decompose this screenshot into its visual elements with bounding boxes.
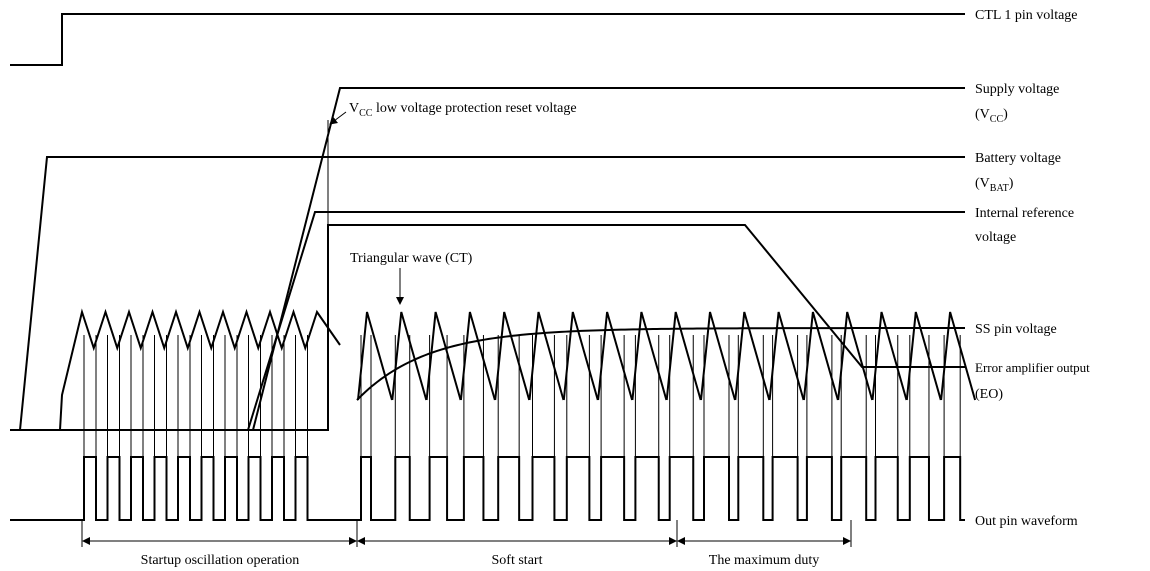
battery-label: Battery voltage bbox=[975, 151, 1061, 166]
reset-arrow bbox=[329, 111, 347, 125]
triangular-wave bbox=[837, 311, 874, 401]
eo-label: Error amplifier output bbox=[975, 360, 1090, 375]
out-label: Out pin waveform bbox=[975, 514, 1078, 529]
supply-sub-label: (VCC) bbox=[975, 107, 1008, 125]
internal-ref-label: Internal reference bbox=[975, 206, 1074, 221]
triangular-wave bbox=[734, 311, 771, 401]
triangular-wave bbox=[494, 311, 531, 401]
eo-label-2: (EO) bbox=[975, 387, 1003, 402]
ctl1-label: CTL 1 pin voltage bbox=[975, 8, 1078, 23]
triangular-wave bbox=[802, 311, 839, 401]
ss-label: SS pin voltage bbox=[975, 322, 1057, 337]
triangular-wave bbox=[631, 311, 668, 401]
phase-label: The maximum duty bbox=[709, 553, 819, 568]
triangular-wave bbox=[562, 311, 599, 401]
triangular-wave bbox=[425, 311, 462, 401]
battery-wave bbox=[10, 156, 965, 431]
triangular-wave bbox=[357, 311, 393, 401]
phase-label: Startup oscillation operation bbox=[141, 553, 300, 568]
triangular-wave bbox=[597, 311, 634, 401]
internal-ref-label-2: voltage bbox=[975, 230, 1016, 245]
supply-label: Supply voltage bbox=[975, 82, 1059, 97]
triangular-wave bbox=[528, 311, 565, 401]
eo-wave bbox=[10, 224, 965, 431]
ss-wave-bold bbox=[356, 327, 966, 401]
out-wave bbox=[10, 456, 965, 521]
vcc-reset-annotation: VCC low voltage protection reset voltage bbox=[349, 101, 577, 119]
triangular-wave bbox=[665, 311, 702, 401]
triangular-wave-startup bbox=[59, 308, 341, 431]
ctl1-wave bbox=[10, 13, 965, 66]
internal-ref-wave bbox=[247, 211, 965, 431]
triangular-wave bbox=[459, 311, 496, 401]
triangular-wave bbox=[768, 311, 805, 401]
triangular-annotation: Triangular wave (CT) bbox=[350, 251, 473, 266]
triangular-wave bbox=[871, 311, 908, 401]
triangular-wave bbox=[700, 311, 736, 401]
phase-label: Soft start bbox=[492, 553, 543, 568]
triangular-wave bbox=[940, 311, 977, 401]
triangular-wave bbox=[905, 311, 942, 401]
waveforms bbox=[10, 13, 977, 547]
battery-sub-label: (VBAT) bbox=[975, 176, 1014, 194]
